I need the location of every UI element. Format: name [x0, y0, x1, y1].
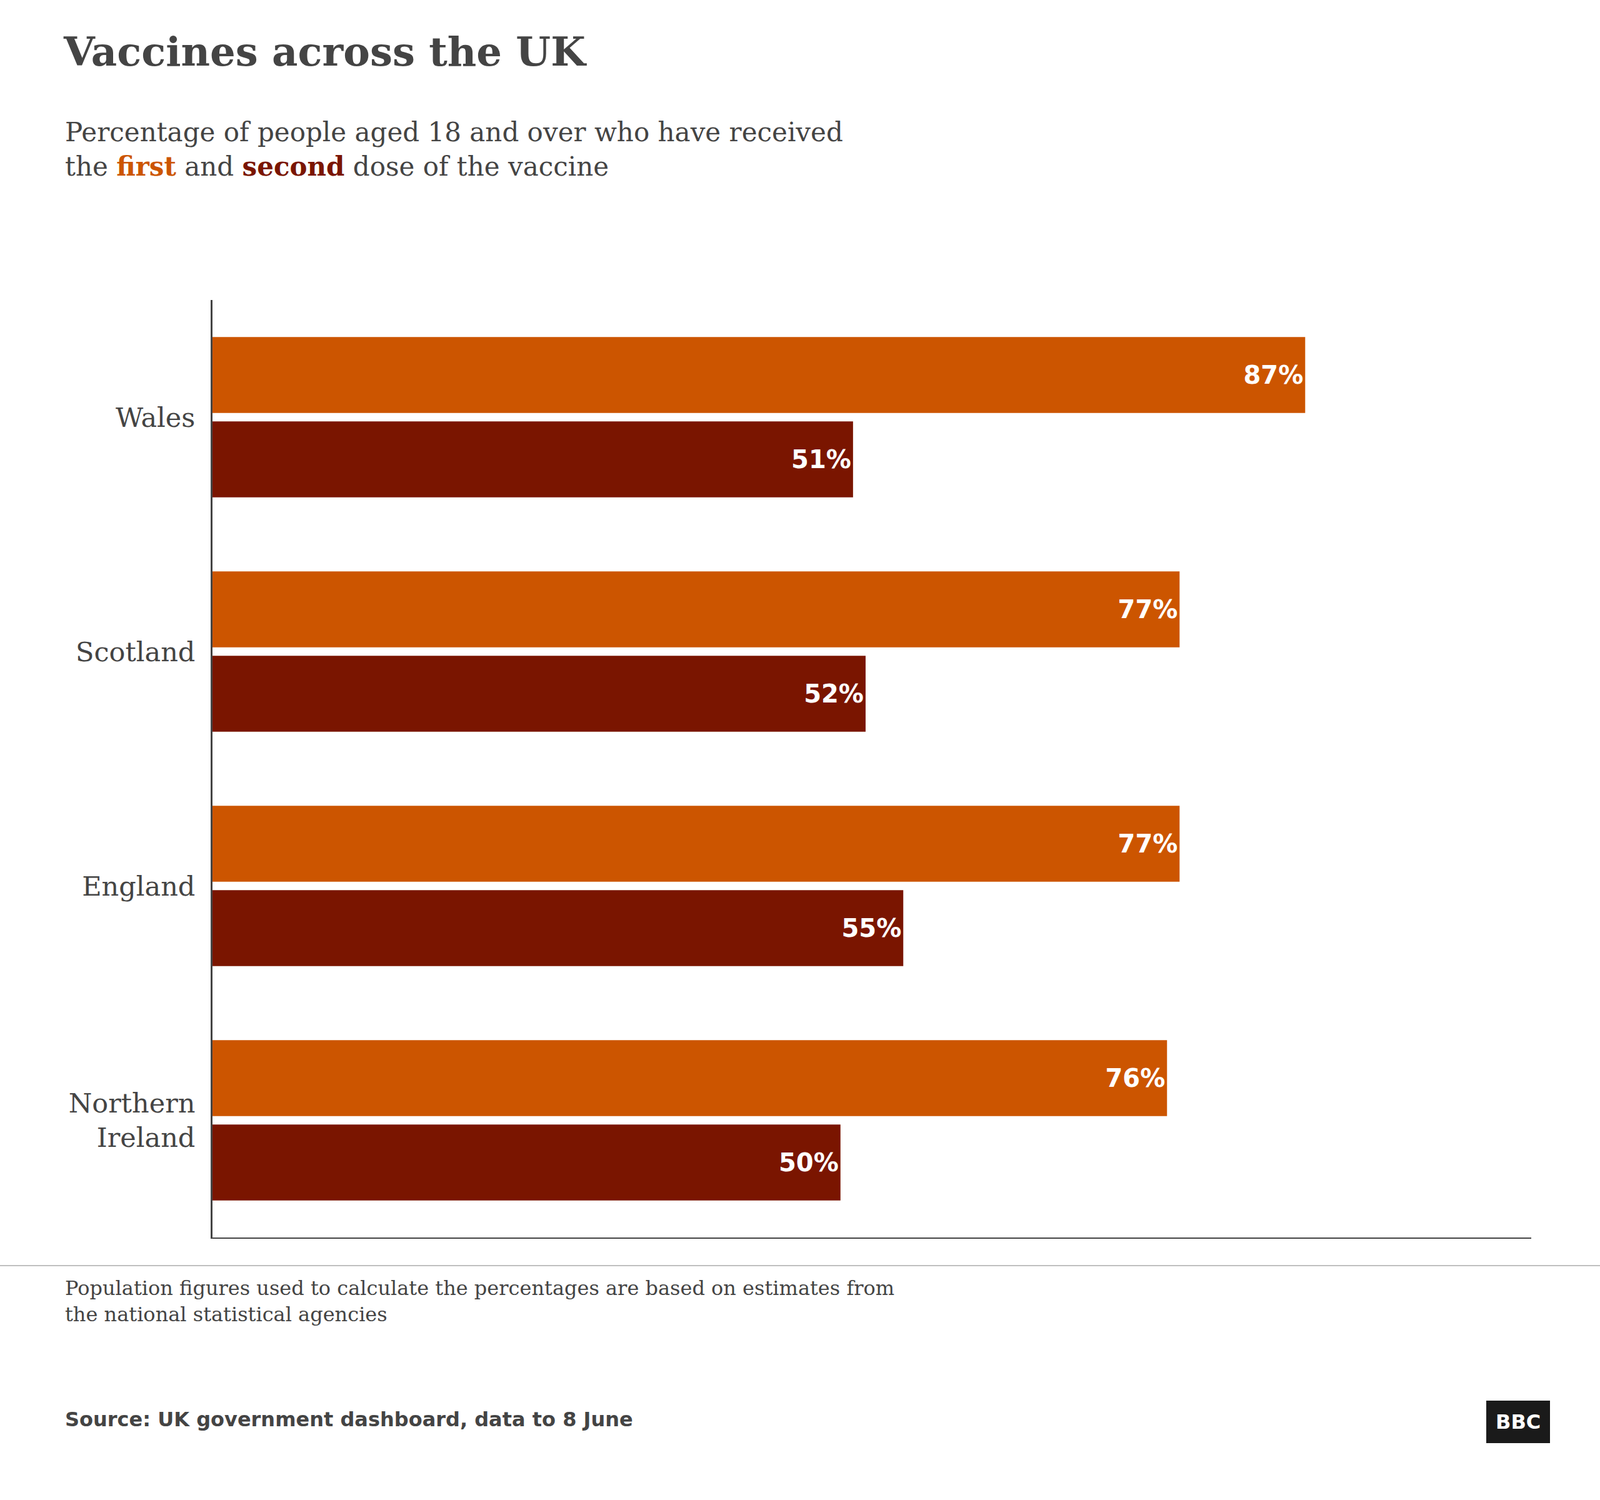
svg-text:52%: 52% [803, 679, 864, 709]
svg-text:Population figures used to cal: Population figures used to calculate the… [65, 1276, 895, 1327]
svg-text:77%: 77% [1118, 595, 1179, 624]
svg-text:Percentage of people aged 18 a: Percentage of people aged 18 and over wh… [65, 116, 844, 182]
svg-text:51%: 51% [791, 445, 852, 474]
svg-text:Scotland: Scotland [75, 636, 195, 668]
svg-text:50%: 50% [778, 1148, 839, 1177]
svg-text:NorthernIreland: NorthernIreland [68, 1087, 196, 1154]
svg-text:76%: 76% [1105, 1063, 1165, 1093]
svg-text:87%: 87% [1243, 360, 1304, 390]
svg-text:55%: 55% [841, 913, 902, 943]
svg-text:BBC: BBC [1495, 1410, 1541, 1434]
svg-text:Wales: Wales [115, 401, 195, 434]
svg-text:Source: UK government dashboar: Source: UK government dashboard, data to… [65, 1407, 634, 1432]
svg-text:England: England [81, 870, 195, 902]
svg-text:Vaccines across the UK: Vaccines across the UK [63, 28, 587, 75]
svg-text:77%: 77% [1118, 829, 1179, 859]
